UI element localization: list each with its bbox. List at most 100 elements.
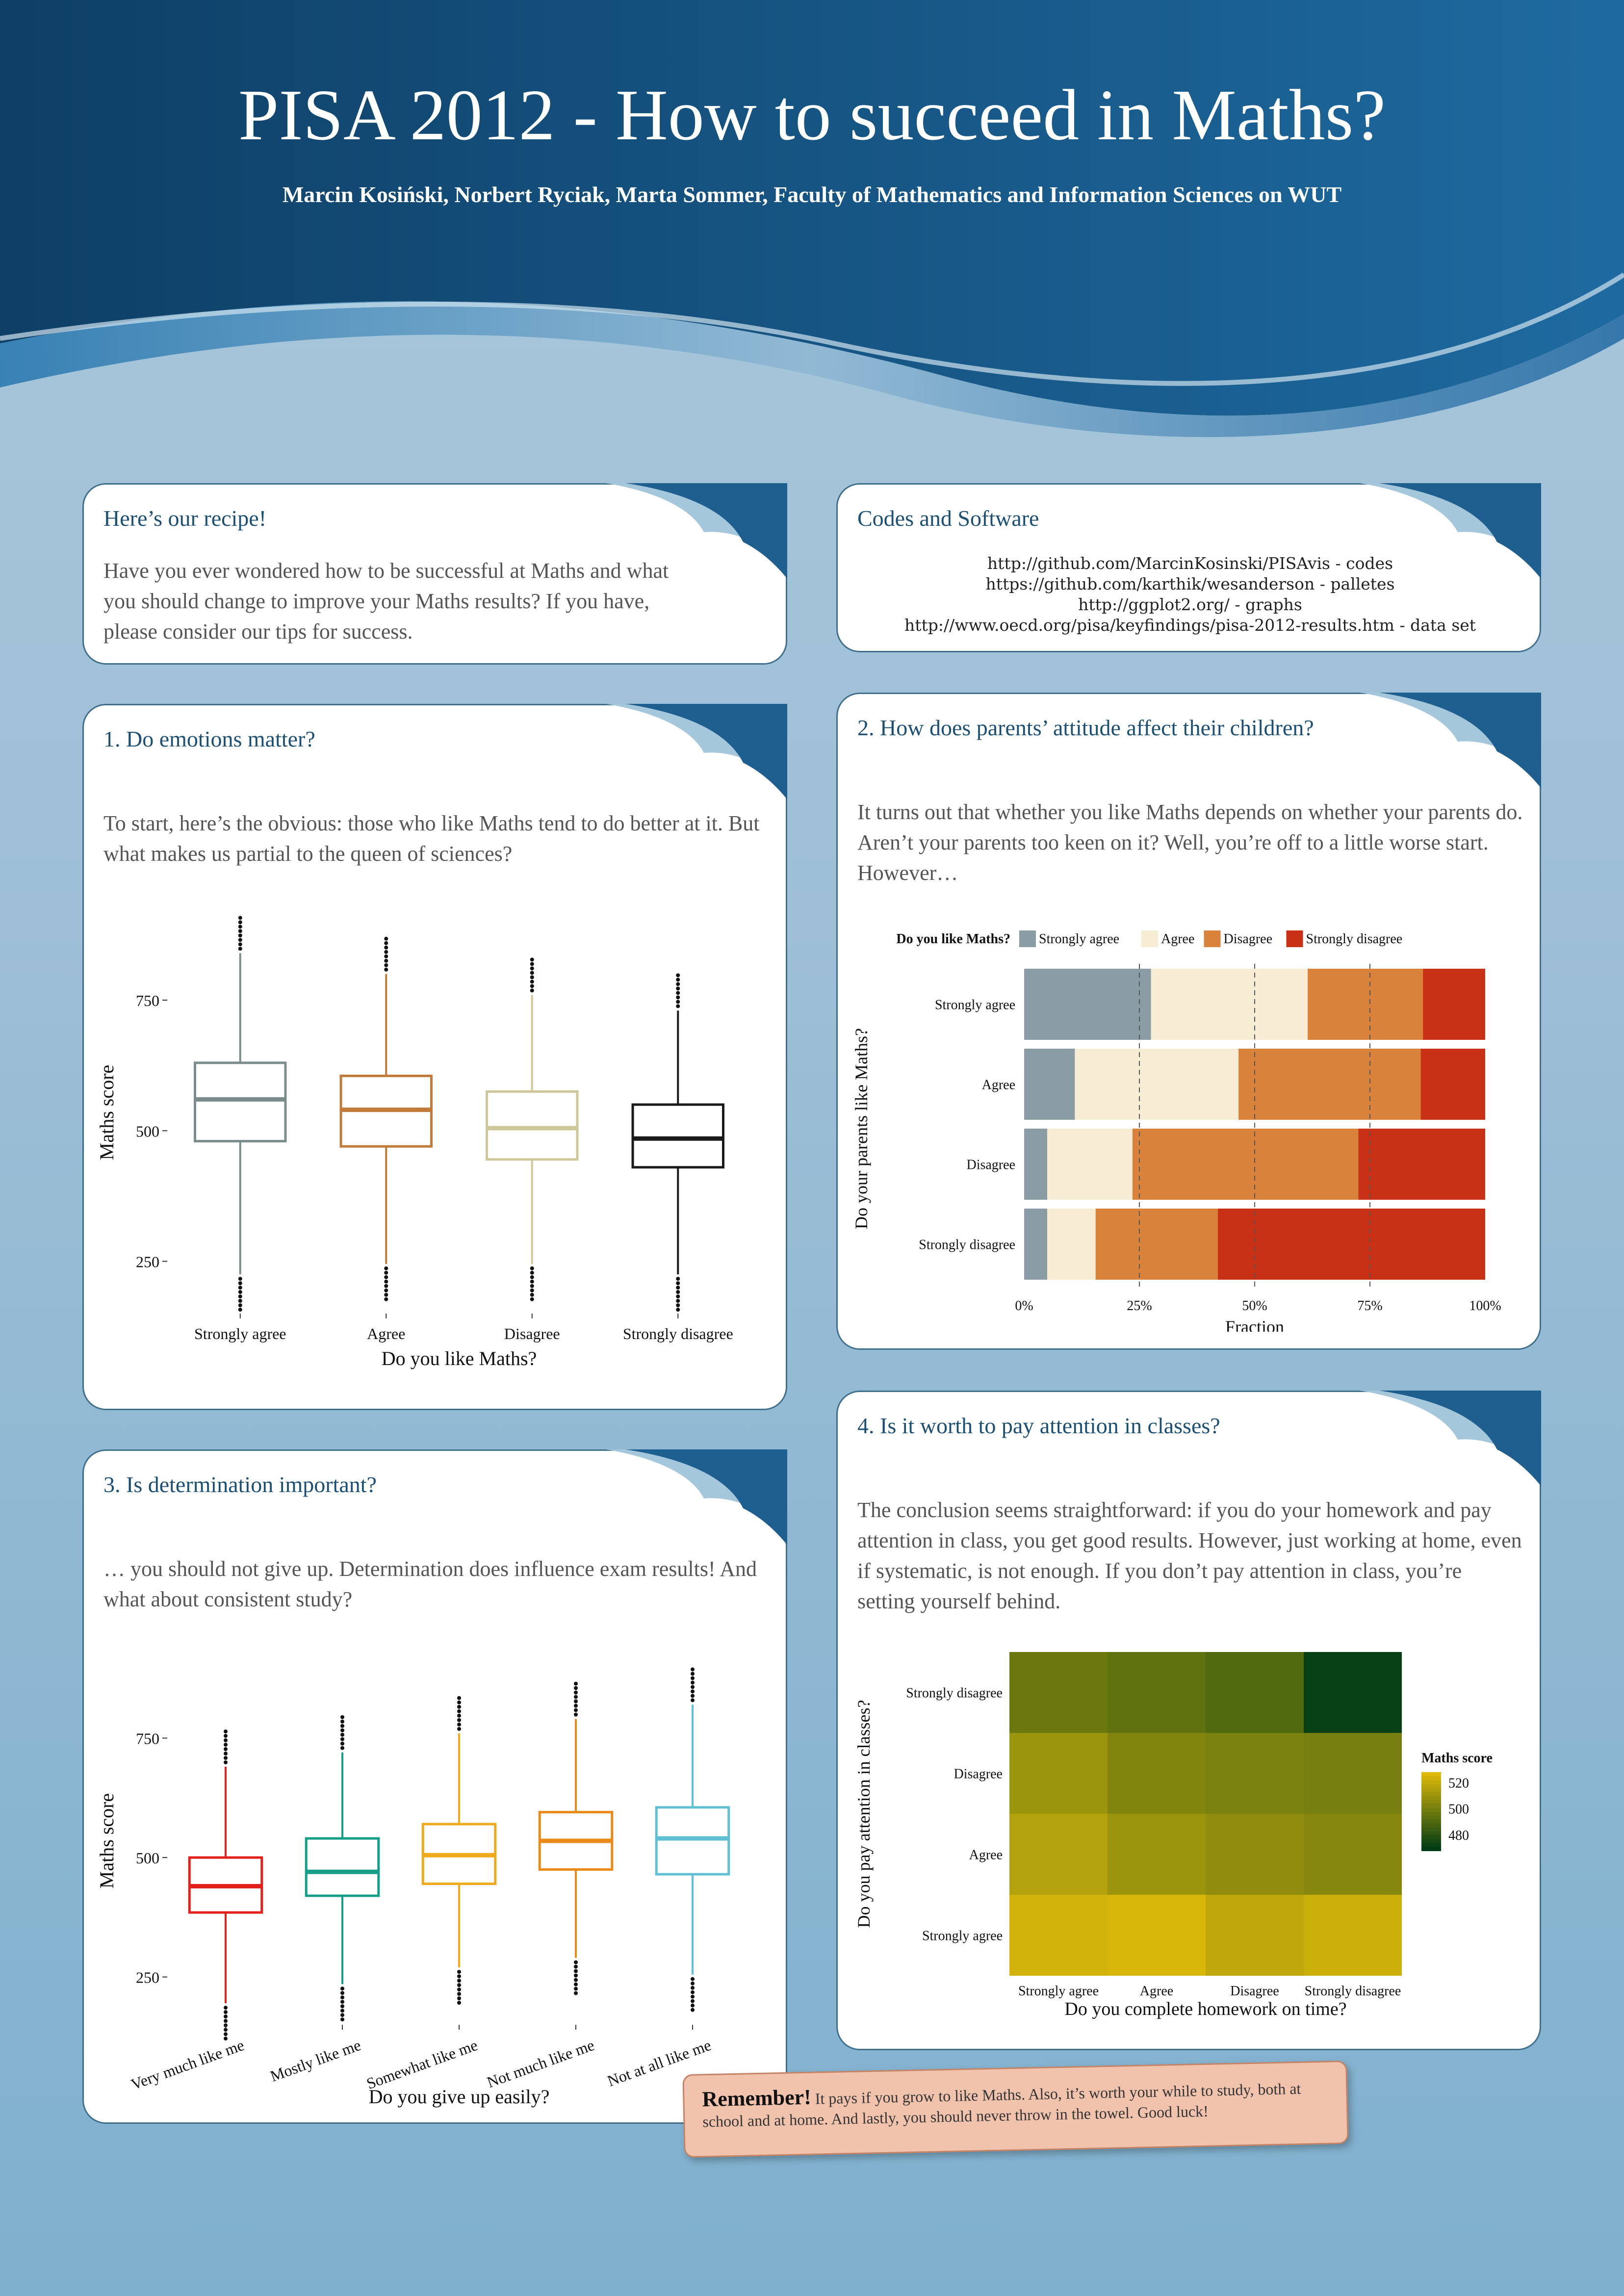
code-link-4[interactable]: http://www.oecd.org/pisa/keyfindings/pis… bbox=[904, 616, 1476, 635]
bar-segment bbox=[1047, 1209, 1096, 1280]
code-link-2[interactable]: https://github.com/karthik/wesanderson -… bbox=[985, 574, 1395, 593]
outlier-point bbox=[530, 966, 534, 971]
y-tick-label: Strongly agree bbox=[935, 998, 1015, 1013]
outlier-point bbox=[691, 2008, 695, 2012]
x-tick-label: Strongly disagree bbox=[1305, 1984, 1401, 1999]
outlier-point bbox=[384, 958, 388, 963]
legend-gradient-step bbox=[1421, 1796, 1441, 1800]
outlier-point bbox=[224, 1738, 228, 1743]
outlier-point bbox=[238, 1281, 242, 1286]
x-tick-label: Strongly disagree bbox=[623, 1325, 733, 1342]
outlier-point bbox=[340, 1995, 344, 2000]
legend-gradient-step bbox=[1421, 1847, 1441, 1851]
legend-title: Do you like Maths? bbox=[896, 931, 1010, 947]
legend-label: Disagree bbox=[1224, 931, 1273, 947]
outlier-point bbox=[457, 1709, 461, 1713]
legend-swatch bbox=[1141, 930, 1158, 947]
outlier-point bbox=[238, 920, 242, 925]
outlier-point bbox=[691, 1981, 695, 1986]
x-tick-label: Disagree bbox=[504, 1325, 560, 1342]
bar-segment bbox=[1423, 969, 1485, 1040]
outlier-point bbox=[238, 916, 242, 920]
outlier-point bbox=[691, 1999, 695, 2003]
outlier-point bbox=[238, 1303, 242, 1308]
heatmap-cell bbox=[1108, 1895, 1206, 1976]
outlier-point bbox=[224, 1729, 228, 1734]
outlier-point bbox=[340, 1991, 344, 1995]
outlier-point bbox=[676, 995, 680, 1000]
bar-segment bbox=[1217, 1209, 1485, 1280]
code-link-1[interactable]: http://github.com/MarcinKosinski/PISAvis… bbox=[987, 554, 1393, 573]
outlier-point bbox=[384, 954, 388, 958]
outlier-point bbox=[340, 1732, 344, 1737]
y-tick-label: Agree bbox=[969, 1848, 1003, 1863]
outlier-point bbox=[530, 1279, 534, 1284]
bar-segment bbox=[1024, 1049, 1075, 1120]
outlier-point bbox=[340, 1715, 344, 1719]
heatmap-cell bbox=[1009, 1652, 1108, 1733]
outlier-point bbox=[691, 1672, 695, 1676]
parents-stacked-bar: Do you like Maths? Strongly agree Agree Dis… bbox=[851, 930, 1501, 1332]
heatmap-cell bbox=[1304, 1652, 1402, 1733]
outlier-point bbox=[457, 1970, 461, 1974]
y-axis-label: Do you pay attention in classes? bbox=[854, 1700, 874, 1928]
outlier-point bbox=[340, 1986, 344, 1991]
page-curl-icon bbox=[1360, 483, 1541, 579]
remember-label: Remember! bbox=[701, 2085, 812, 2112]
outlier-point bbox=[457, 1718, 461, 1722]
code-link-3[interactable]: http://ggplot2.org/ - graphs bbox=[1078, 595, 1302, 614]
heatmap-cell bbox=[1108, 1652, 1206, 1733]
outlier-point bbox=[238, 929, 242, 933]
outlier-point bbox=[238, 925, 242, 929]
codes-panel: Codes and Software http://github.com/Mar… bbox=[836, 483, 1541, 652]
outlier-point bbox=[530, 1297, 534, 1301]
poster-title: PISA 2012 - How to succeed in Maths? bbox=[238, 75, 1386, 155]
remember-note: Remember! It pays if you grow to like Ma… bbox=[682, 2060, 1349, 2158]
outlier-point bbox=[676, 1004, 680, 1008]
heatmap-cell bbox=[1206, 1733, 1304, 1814]
outlier-point bbox=[457, 1979, 461, 1983]
outlier-point bbox=[574, 1695, 578, 1699]
legend-swatch bbox=[1204, 930, 1221, 947]
y-axis-label: Maths score bbox=[96, 1793, 118, 1888]
recipe-heading: Here’s our recipe! bbox=[103, 506, 267, 531]
outlier-point bbox=[238, 1308, 242, 1312]
outlier-point bbox=[457, 1704, 461, 1709]
heatmap-cell bbox=[1009, 1814, 1108, 1895]
outlier-point bbox=[384, 1297, 388, 1301]
outlier-point bbox=[530, 980, 534, 984]
page-curl-icon bbox=[1360, 1391, 1541, 1486]
outlier-point bbox=[340, 1728, 344, 1732]
outlier-point bbox=[691, 1977, 695, 1981]
outlier-point bbox=[340, 2004, 344, 2009]
outlier-point bbox=[340, 1724, 344, 1728]
outlier-point bbox=[530, 1284, 534, 1288]
outlier-point bbox=[530, 1270, 534, 1275]
outlier-point bbox=[457, 1996, 461, 2001]
legend-gradient-step bbox=[1421, 1800, 1441, 1804]
section1-heading: 1. Do emotions matter? bbox=[103, 726, 315, 751]
outlier-point bbox=[530, 984, 534, 988]
outlier-point bbox=[691, 1694, 695, 1698]
outlier-point bbox=[384, 967, 388, 972]
x-tick-label: Disagree bbox=[1230, 1984, 1279, 1999]
heatmap-cell bbox=[1108, 1733, 1206, 1814]
outlier-point bbox=[224, 1734, 228, 1738]
legend-gradient-step bbox=[1421, 1839, 1441, 1843]
x-tick-label: Strongly agree bbox=[194, 1325, 286, 1342]
y-tick-label: 250 bbox=[136, 1969, 159, 1986]
outlier-point bbox=[384, 1284, 388, 1288]
outlier-point bbox=[574, 1681, 578, 1686]
x-tick-label: Somewhat like me bbox=[364, 2036, 480, 2092]
outlier-point bbox=[224, 2006, 228, 2010]
outlier-point bbox=[574, 1986, 578, 1991]
outlier-point bbox=[530, 1292, 534, 1297]
legend-gradient-step bbox=[1421, 1784, 1441, 1788]
bar-segment bbox=[1420, 1049, 1485, 1120]
box bbox=[305, 1837, 380, 1897]
outlier-point bbox=[676, 1299, 680, 1303]
section1-text: To start, here’s the obvious: those who … bbox=[103, 811, 760, 866]
x-tick-label: Strongly agree bbox=[1018, 1984, 1099, 1999]
outlier-point bbox=[676, 986, 680, 991]
y-axis-label: Maths score bbox=[96, 1065, 118, 1160]
